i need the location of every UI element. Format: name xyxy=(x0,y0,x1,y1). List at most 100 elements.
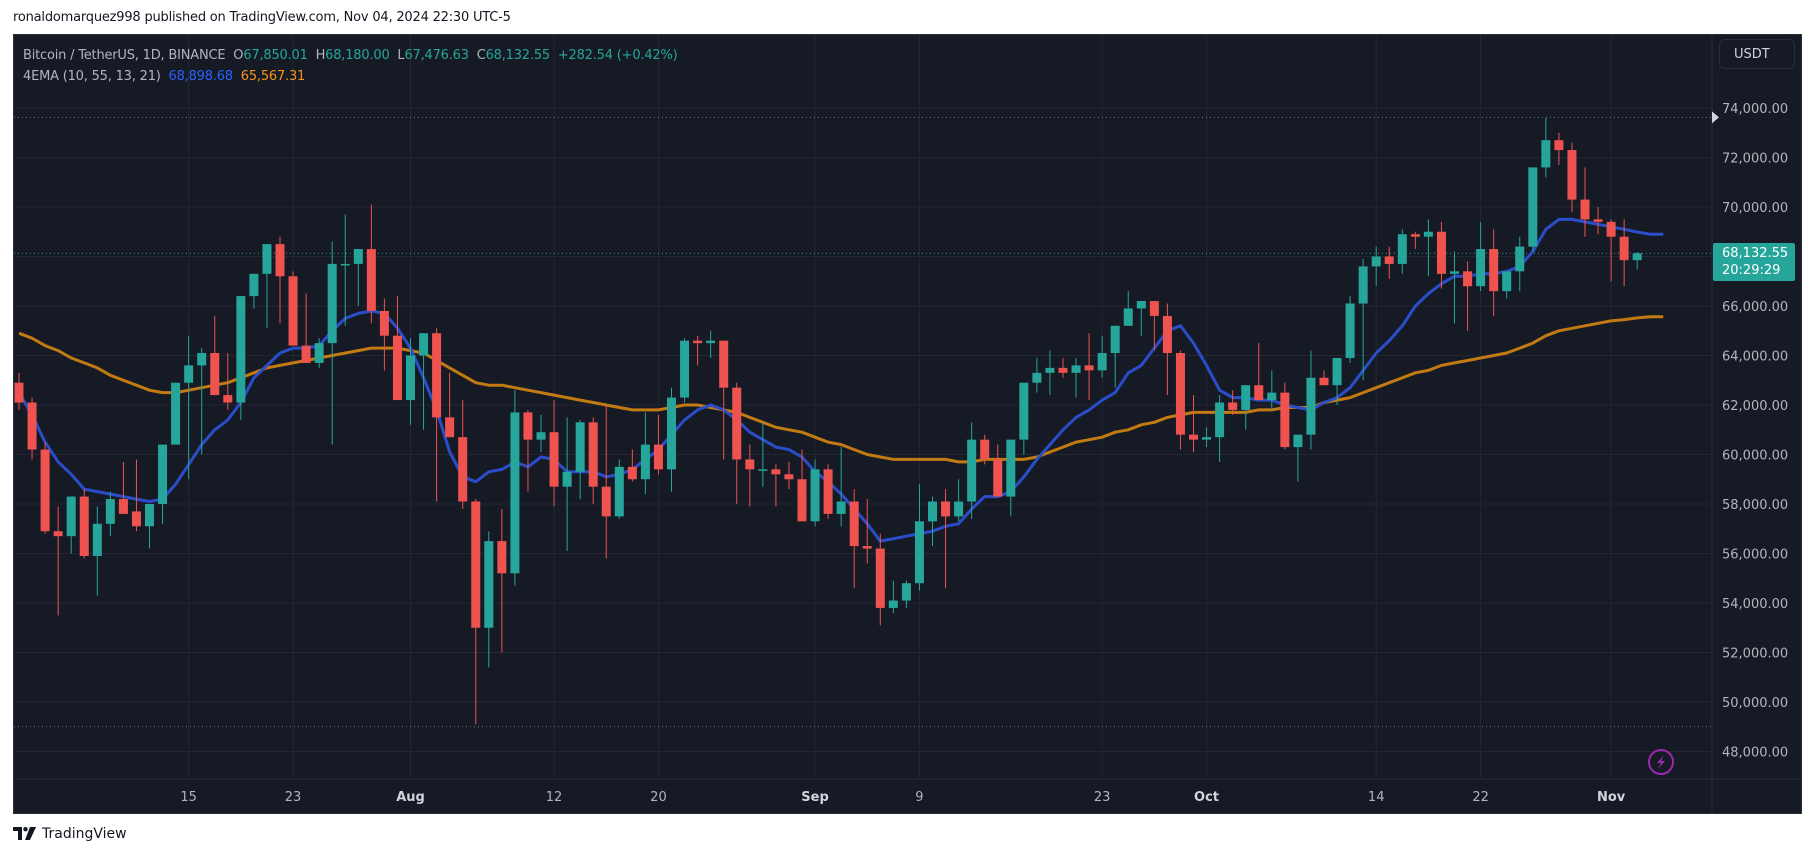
indicator-title[interactable]: 4EMA (10, 55, 13, 21) xyxy=(23,69,161,84)
candle[interactable] xyxy=(1306,350,1316,450)
candle[interactable] xyxy=(1149,301,1159,351)
currency-button[interactable]: USDT xyxy=(1719,39,1795,69)
candle[interactable] xyxy=(1254,343,1264,401)
candle[interactable] xyxy=(314,338,324,368)
candle[interactable] xyxy=(1345,296,1355,363)
candle[interactable] xyxy=(471,499,481,725)
candle[interactable] xyxy=(1436,221,1446,289)
candle[interactable] xyxy=(901,580,911,608)
candle[interactable] xyxy=(340,214,350,326)
candle[interactable] xyxy=(849,489,859,589)
candle[interactable] xyxy=(1371,246,1381,287)
candle[interactable] xyxy=(706,330,716,358)
candle[interactable] xyxy=(510,390,520,586)
candle[interactable] xyxy=(745,444,755,507)
candle[interactable] xyxy=(118,461,128,514)
indicator-legend-row[interactable]: 4EMA (10, 55, 13, 21) 68,898.68 65,567.3… xyxy=(23,66,678,87)
candle[interactable] xyxy=(980,434,990,465)
candle[interactable] xyxy=(823,464,833,519)
candle[interactable] xyxy=(1515,236,1525,292)
candle[interactable] xyxy=(1280,382,1290,450)
candle[interactable] xyxy=(366,204,376,324)
candle[interactable] xyxy=(1267,370,1277,410)
candle[interactable] xyxy=(1215,395,1225,462)
candle[interactable] xyxy=(1463,261,1473,331)
candle[interactable] xyxy=(158,444,168,524)
candle[interactable] xyxy=(993,444,1003,497)
ema-slow-line[interactable] xyxy=(18,315,1664,464)
candle[interactable] xyxy=(105,491,115,537)
candle[interactable] xyxy=(1293,434,1303,482)
candle[interactable] xyxy=(1410,231,1420,250)
candle[interactable] xyxy=(758,422,768,487)
candle[interactable] xyxy=(419,333,429,430)
candle[interactable] xyxy=(914,484,924,591)
candle[interactable] xyxy=(588,417,598,504)
candle[interactable] xyxy=(575,419,585,500)
candle[interactable] xyxy=(131,459,141,532)
candle[interactable] xyxy=(301,293,311,363)
candle[interactable] xyxy=(275,236,285,324)
candle[interactable] xyxy=(262,244,272,329)
candle[interactable] xyxy=(497,508,507,653)
candle[interactable] xyxy=(1136,301,1146,336)
candle[interactable] xyxy=(1019,382,1029,455)
candle[interactable] xyxy=(693,335,703,366)
candle[interactable] xyxy=(379,298,389,371)
candle[interactable] xyxy=(288,271,298,346)
candle[interactable] xyxy=(1619,219,1629,287)
candle[interactable] xyxy=(680,338,690,403)
candle[interactable] xyxy=(14,372,24,410)
candle[interactable] xyxy=(601,405,611,559)
candle[interactable] xyxy=(810,459,820,527)
symbol-title[interactable]: Bitcoin / TetherUS, 1D, BINANCE xyxy=(23,48,226,63)
candle[interactable] xyxy=(1058,357,1068,378)
candle[interactable] xyxy=(1319,370,1329,386)
candle[interactable] xyxy=(1606,219,1616,282)
candle[interactable] xyxy=(1476,221,1486,292)
candle[interactable] xyxy=(392,296,402,401)
candle[interactable] xyxy=(627,449,637,482)
candle[interactable] xyxy=(79,489,89,559)
candle[interactable] xyxy=(53,506,63,616)
candle[interactable] xyxy=(484,531,494,668)
candle[interactable] xyxy=(836,447,846,527)
candle[interactable] xyxy=(1123,291,1133,326)
candle[interactable] xyxy=(1228,390,1238,415)
candle[interactable] xyxy=(941,489,951,589)
candle[interactable] xyxy=(1567,142,1577,212)
symbol-legend-row[interactable]: Bitcoin / TetherUS, 1D, BINANCE O67,850.… xyxy=(23,48,678,63)
candle[interactable] xyxy=(862,499,872,564)
candle[interactable] xyxy=(145,504,154,549)
candle[interactable] xyxy=(1175,350,1185,450)
candle[interactable] xyxy=(184,335,194,480)
candle[interactable] xyxy=(653,414,663,475)
candle[interactable] xyxy=(1332,357,1342,405)
candle[interactable] xyxy=(1097,335,1107,378)
candle[interactable] xyxy=(1032,357,1042,393)
candle[interactable] xyxy=(523,409,533,492)
candle[interactable] xyxy=(1580,167,1590,237)
candle[interactable] xyxy=(327,241,337,445)
candle[interactable] xyxy=(92,506,102,596)
candle[interactable] xyxy=(432,328,442,502)
candle[interactable] xyxy=(549,400,559,507)
candle[interactable] xyxy=(888,580,898,613)
candle[interactable] xyxy=(1528,167,1538,252)
candle[interactable] xyxy=(458,400,468,509)
candle[interactable] xyxy=(1045,350,1055,396)
chart-panel[interactable] xyxy=(13,34,1802,814)
candle[interactable] xyxy=(1084,333,1094,401)
candle[interactable] xyxy=(732,382,742,504)
candle[interactable] xyxy=(1541,117,1551,178)
candle[interactable] xyxy=(1423,219,1433,277)
candle[interactable] xyxy=(1358,258,1368,381)
plot-area[interactable] xyxy=(14,117,1664,725)
candle[interactable] xyxy=(1162,303,1172,396)
candle[interactable] xyxy=(40,442,50,534)
candle[interactable] xyxy=(1489,229,1499,316)
candle[interactable] xyxy=(1189,395,1198,453)
candle[interactable] xyxy=(667,387,676,492)
candle[interactable] xyxy=(640,412,650,495)
